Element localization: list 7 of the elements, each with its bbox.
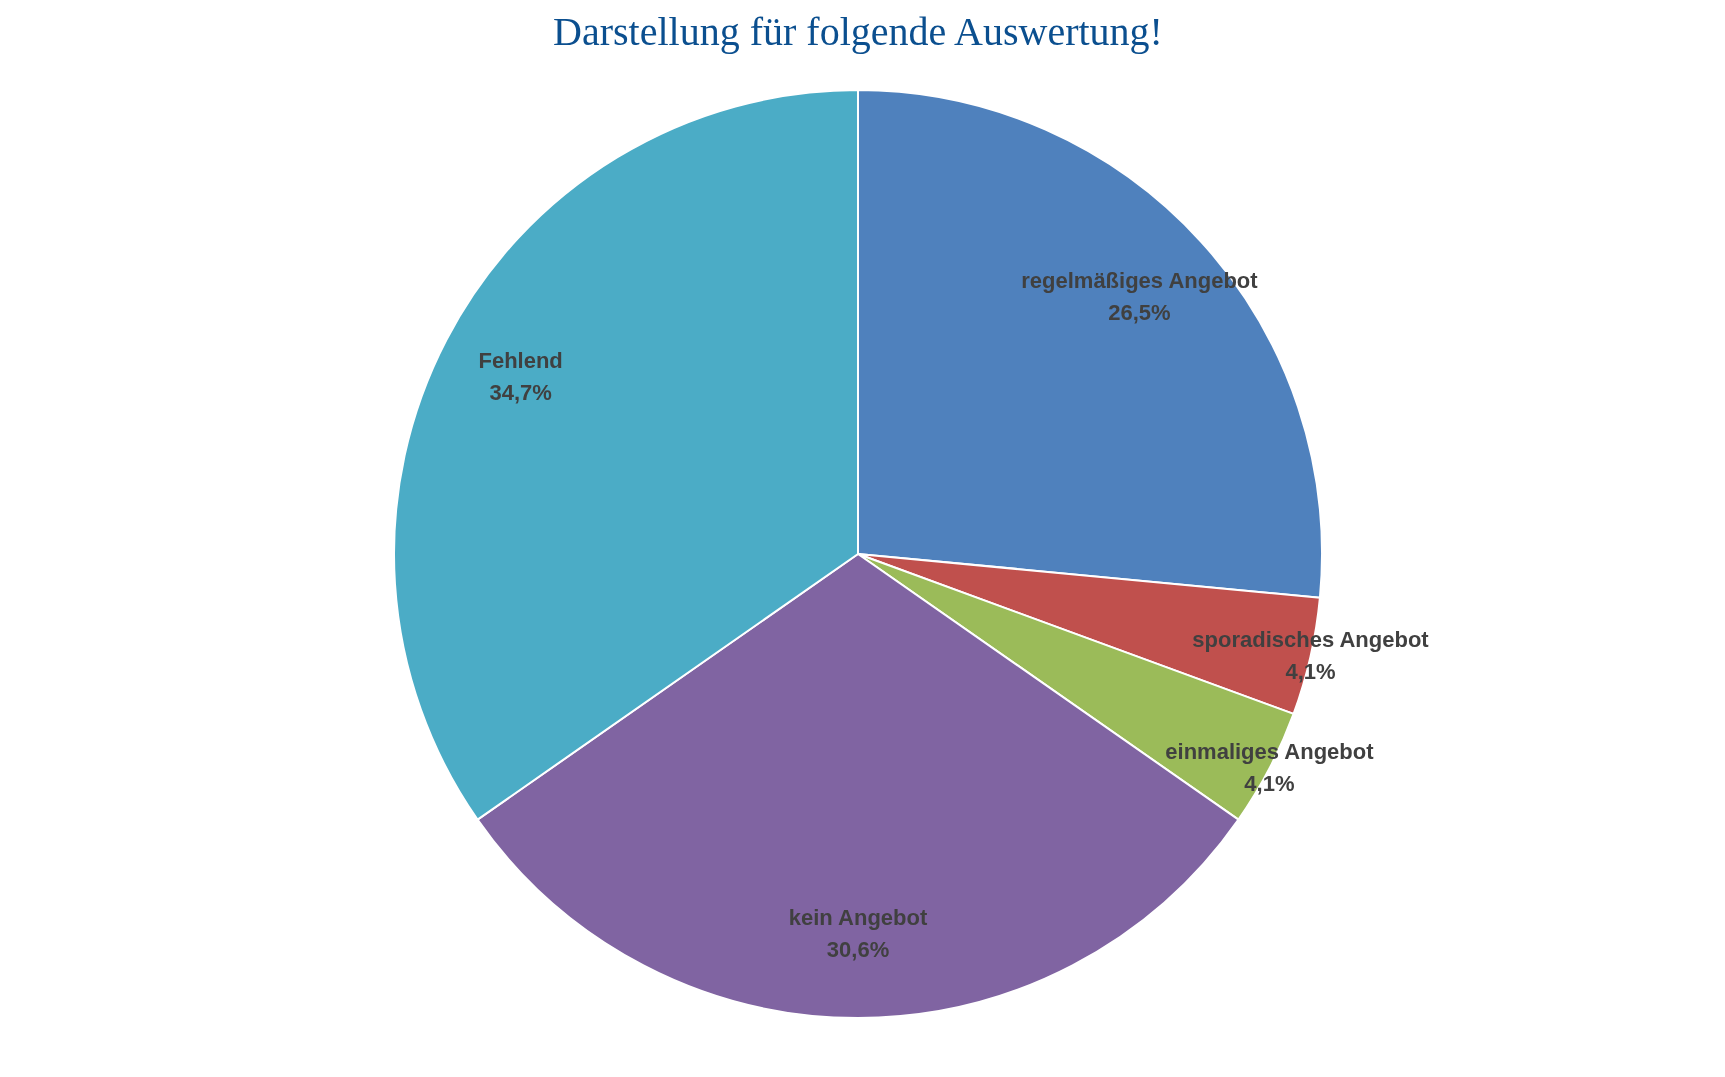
data-label: 30,6%	[826, 936, 890, 962]
slice-label: kein Angebot	[788, 904, 928, 930]
data-label: 34,7%	[489, 380, 552, 406]
data-label: 26,5%	[1108, 299, 1171, 325]
slice-label: Fehlend	[478, 348, 563, 374]
slice-label: einmaliges Angebot	[1165, 738, 1375, 764]
text: Darstellung für folgende Auswertung!	[552, 8, 1164, 55]
